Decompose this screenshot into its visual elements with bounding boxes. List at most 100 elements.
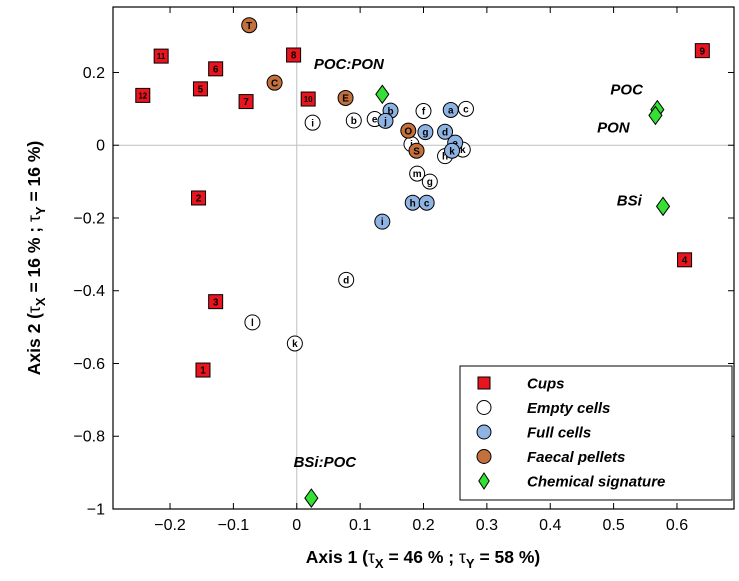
legend-label-cups: Cups — [527, 376, 565, 393]
empty-cells-point-label: b — [351, 116, 357, 127]
y-axis-label-tau-x: τ — [24, 306, 44, 313]
faecal-pellets-point-label: S — [413, 146, 420, 157]
cups-point-label: 1 — [200, 366, 206, 377]
legend-marker-empty-cells — [476, 400, 492, 415]
cups-marker — [135, 87, 151, 103]
legend-label-full-cells: Full cells — [527, 425, 591, 442]
legend-box — [459, 365, 733, 501]
cups-point-label: 12 — [138, 91, 147, 100]
empty-cells-marker — [244, 314, 261, 331]
full-cells-point-label: i — [381, 217, 384, 228]
cups-marker — [286, 47, 302, 63]
empty-cells-point-label: f — [422, 107, 426, 118]
empty-cells-marker — [409, 165, 426, 182]
full-cells-point-label: j — [383, 116, 387, 127]
faecal-pellets-marker — [337, 89, 354, 106]
cups-point-label: 6 — [213, 64, 219, 75]
cups-marker — [694, 43, 710, 59]
empty-cells-marker — [415, 103, 432, 120]
faecal-pellets-point-label: T — [246, 21, 252, 32]
full-cells-point-label: b — [387, 106, 393, 117]
x-tick-label: 0.3 — [476, 517, 498, 534]
full-cells-marker — [374, 213, 391, 230]
faecal-pellets-marker — [408, 142, 425, 159]
data-points: 123456789101112dlkibefcihkmgbjagdekhciTC… — [135, 17, 710, 508]
x-axis-label-main: Axis 1 ( — [306, 547, 368, 567]
faecal-pellets-point-label: C — [271, 78, 278, 89]
y-tick-label: −0.8 — [73, 429, 105, 446]
cups-point-label: 4 — [682, 255, 688, 266]
full-cells-point-label: k — [449, 146, 455, 157]
x-tick-label: 0.5 — [602, 517, 624, 534]
cups-marker — [208, 294, 224, 310]
faecal-pellets-point-label: E — [342, 94, 349, 105]
y-axis-label-sub-x: X — [33, 297, 48, 306]
x-tick-label: −0.1 — [218, 517, 250, 534]
cups-point-label: 3 — [213, 297, 219, 308]
empty-cells-point-label: k — [292, 339, 298, 350]
faecal-pellets-point-label: O — [404, 126, 412, 137]
empty-cells-point-label: d — [343, 275, 349, 286]
x-tick-label: 0.2 — [412, 517, 434, 534]
empty-cells-point-label: m — [413, 169, 422, 180]
cups-point-label: 9 — [700, 46, 706, 57]
x-axis-label: Axis 1 (τX = 46 % ; τY = 58 %) — [306, 547, 541, 571]
series-full-cells: bjagdekhci — [374, 101, 464, 230]
y-tick-label: −0.6 — [73, 356, 105, 373]
y-axis-label-tau-y: τ — [24, 215, 44, 222]
cups-marker — [677, 252, 693, 268]
series-chemical-signature — [304, 84, 671, 508]
y-axis-label-main: Axis 2 ( — [24, 313, 44, 375]
cups-marker — [238, 94, 254, 110]
full-cells-point-label: g — [422, 128, 428, 139]
chemical-signature-marker — [304, 488, 319, 508]
y-tick-label: 0.2 — [83, 65, 105, 82]
full-cells-marker — [417, 124, 434, 141]
annotations: POC:PON POC PON BSi BSi:POC — [294, 56, 645, 471]
empty-cells-marker — [345, 112, 362, 129]
empty-cells-point-label: l — [251, 318, 254, 329]
annotation-bsi: BSi — [617, 192, 643, 209]
chemical-signature-marker — [655, 196, 671, 217]
y-tick-label: −0.2 — [73, 210, 105, 227]
cups-point-label: 8 — [291, 51, 297, 62]
empty-cells-marker — [338, 271, 355, 288]
legend-label-chemical-signature: Chemical signature — [527, 474, 665, 491]
empty-cells-point-label: k — [460, 145, 466, 156]
empty-cells-marker — [304, 114, 321, 131]
full-cells-point-label: h — [410, 198, 416, 209]
cups-marker — [192, 81, 208, 97]
full-cells-marker — [442, 101, 459, 118]
empty-cells-point-label: c — [463, 104, 469, 115]
cups-marker — [191, 190, 207, 206]
annotation-poc-pon: POC:PON — [314, 56, 385, 73]
full-cells-marker — [437, 123, 454, 140]
x-axis-label-sub-x: X — [375, 556, 384, 571]
legend-marker-chemical-signature — [478, 472, 490, 490]
annotation-poc: POC — [610, 81, 644, 98]
empty-cells-marker — [421, 173, 438, 190]
y-axis-label-sub-y: Y — [33, 206, 48, 215]
faecal-pellets-marker — [266, 74, 283, 91]
legend-marker-cups — [477, 376, 491, 390]
full-cells-point-label: d — [442, 127, 448, 138]
cups-point-label: 2 — [196, 194, 202, 205]
cups-marker — [300, 91, 316, 107]
full-cells-point-label: c — [424, 198, 430, 209]
y-axis-label-mid: = 16 % ; — [24, 222, 44, 297]
legend-label-faecal-pellets: Faecal pellets — [527, 449, 625, 466]
cups-point-label: 10 — [304, 95, 313, 104]
axis-ticks: −0.2 −0.1 0 0.1 0.2 0.3 0.4 0.5 0.6 0.2 0 −0.2 −0.4 −… — [73, 7, 734, 534]
legend-marker-full-cells — [476, 424, 492, 440]
x-tick-label: 0 — [292, 517, 301, 534]
x-tick-label: 0.1 — [349, 517, 371, 534]
full-cells-marker — [418, 194, 435, 211]
y-tick-label: −1 — [87, 502, 105, 519]
legend-marker-faecal-pellets — [476, 449, 492, 464]
faecal-pellets-marker — [400, 122, 417, 139]
x-tick-label: 0.4 — [539, 517, 561, 534]
full-cells-point-label: a — [448, 106, 454, 117]
x-axis-label-end: = 58 %) — [475, 547, 541, 567]
